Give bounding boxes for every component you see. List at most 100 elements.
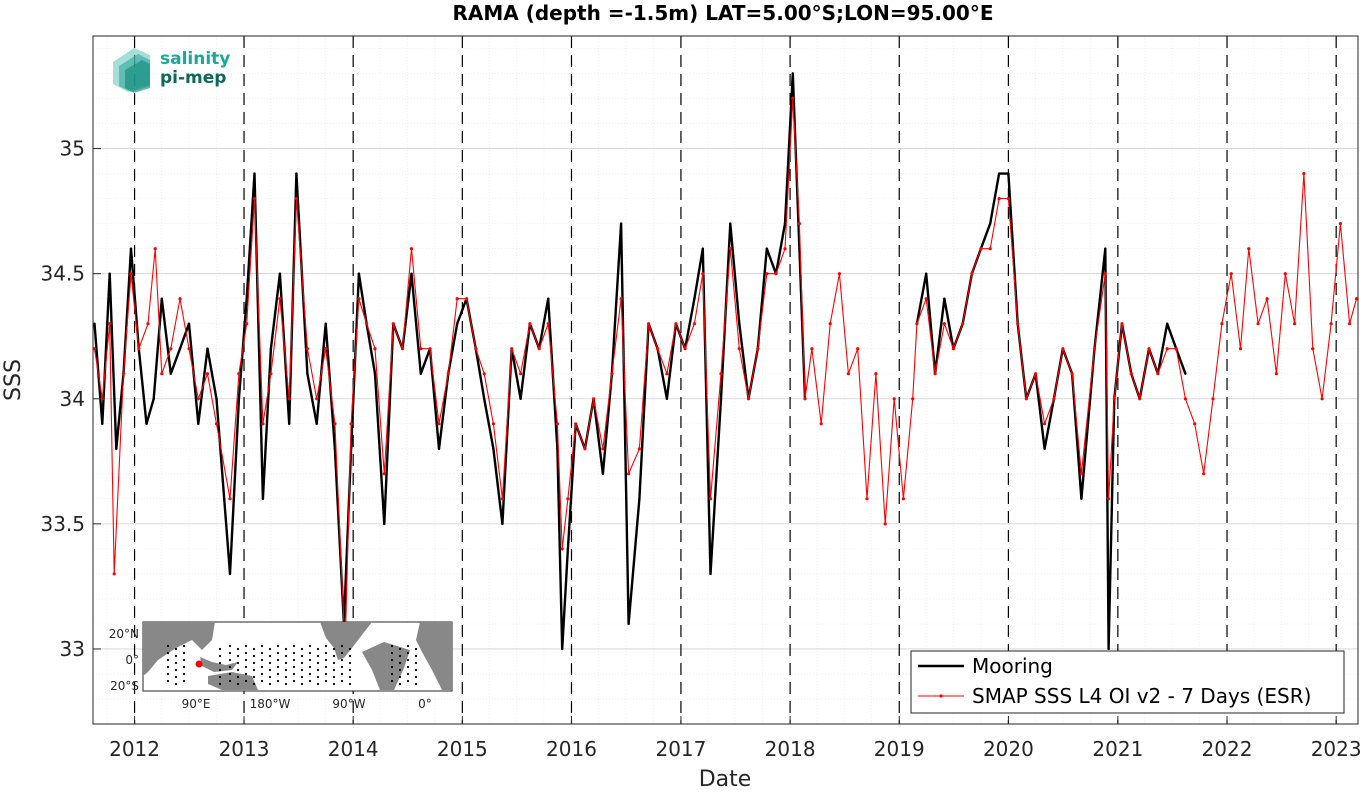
inset-mooring-dot xyxy=(398,654,402,658)
inset-mooring-dot xyxy=(166,679,170,683)
smap-point xyxy=(1129,372,1133,376)
smap-point xyxy=(315,397,319,401)
smap-point xyxy=(357,297,361,301)
inset-mooring-dot xyxy=(348,682,352,686)
mooring-point xyxy=(997,172,1001,175)
x-tick-label: 2016 xyxy=(546,737,597,761)
inset-mooring-dot xyxy=(276,651,280,655)
mooring-point xyxy=(601,472,605,475)
y-tick-label: 33 xyxy=(60,637,85,661)
mooring-point xyxy=(101,422,104,425)
inset-mooring-dot xyxy=(324,644,328,648)
mooring-point xyxy=(709,572,712,576)
inset-mooring-dot xyxy=(316,661,320,665)
smap-point xyxy=(129,272,133,276)
smap-point xyxy=(1103,272,1107,276)
smap-point xyxy=(865,497,869,501)
smap-point xyxy=(1311,347,1315,351)
inset-mooring-dot xyxy=(268,654,272,658)
mooring-point xyxy=(627,622,630,626)
mooring-point xyxy=(419,372,422,375)
smap-point xyxy=(583,447,587,451)
salinity-pimep-logo: salinity pi-mep xyxy=(113,48,230,93)
smap-point xyxy=(774,272,778,276)
mooring-point xyxy=(160,297,163,300)
smap-point xyxy=(108,322,112,326)
mooring-point xyxy=(373,372,377,375)
inset-mooring-dot xyxy=(324,658,328,662)
inset-mooring-dot xyxy=(398,682,402,686)
inset-mooring-dot xyxy=(252,668,256,672)
smap-point xyxy=(1283,272,1287,276)
inset-mooring-dot xyxy=(268,675,272,679)
inset-mooring-dot xyxy=(174,654,178,658)
inset-mooring-dot xyxy=(218,647,222,651)
x-tick-label: 2012 xyxy=(109,737,160,761)
smap-point xyxy=(1138,397,1142,401)
inset-mooring-dot xyxy=(166,665,170,669)
inset-mooring-dot xyxy=(406,665,410,669)
smap-point xyxy=(373,347,377,351)
smap-point xyxy=(245,322,249,326)
inset-lat-label-equator: 0° xyxy=(125,653,139,667)
inset-mooring-dot xyxy=(308,679,312,683)
smap-point xyxy=(464,297,469,301)
inset-mooring-dot xyxy=(182,651,186,655)
smap-point xyxy=(791,96,795,101)
smap-point xyxy=(474,347,478,351)
inset-mooring-dot xyxy=(236,661,240,665)
smap-point xyxy=(214,422,219,426)
inset-mooring-dot xyxy=(414,668,418,672)
mooring-point xyxy=(1107,647,1110,651)
smap-point xyxy=(121,372,126,376)
smap-point xyxy=(637,447,642,451)
mooring-point xyxy=(765,247,768,250)
inset-mooring-dot xyxy=(260,665,264,669)
inset-lon-label-90e: 90°E xyxy=(182,697,211,711)
x-axis-label: Date xyxy=(699,767,752,790)
inset-mooring-dot xyxy=(292,658,296,662)
inset-mooring-dot xyxy=(406,651,410,655)
smap-point xyxy=(728,247,732,251)
smap-point xyxy=(647,322,651,326)
inset-mooring-dot xyxy=(332,668,336,672)
smap-point xyxy=(500,497,504,501)
inset-mooring-dot xyxy=(166,651,170,655)
mooring-point xyxy=(1043,447,1046,450)
inset-mooring-dot xyxy=(268,647,272,651)
inset-mooring-dot xyxy=(174,647,178,651)
inset-mooring-dot xyxy=(300,661,304,665)
inset-mooring-dot xyxy=(166,672,170,676)
mooring-point xyxy=(129,247,133,250)
mooring-point xyxy=(108,272,111,275)
inset-mooring-dot xyxy=(316,675,320,679)
inset-mooring-dot xyxy=(324,672,328,676)
smap-point xyxy=(619,297,623,301)
inset-map: 20°N 0° 20°S 90°E 180°W 90°W 0° xyxy=(109,621,453,711)
smap-point xyxy=(205,372,210,376)
smap-point xyxy=(560,547,564,551)
inset-mooring-dot xyxy=(228,679,232,683)
smap-point xyxy=(1061,347,1065,351)
smap-point xyxy=(566,497,570,501)
mooring-point xyxy=(456,322,459,325)
smap-point xyxy=(391,322,395,326)
smap-point xyxy=(1156,372,1160,376)
inset-mooring-dot xyxy=(332,654,336,658)
legend-label-smap: SMAP SSS L4 OI v2 - 7 Days (ESR) xyxy=(972,684,1311,708)
mooring-point xyxy=(701,247,704,250)
year-boundary-lines xyxy=(133,36,1337,724)
plot-frame xyxy=(92,35,1359,725)
smap-point xyxy=(1354,297,1359,301)
mooring-point xyxy=(1166,322,1169,325)
inset-mooring-dot xyxy=(332,682,336,686)
legend: Mooring SMAP SSS L4 OI v2 - 7 Days (ESR) xyxy=(910,650,1345,714)
smap-point xyxy=(446,372,450,376)
inset-mooring-dot xyxy=(398,647,402,651)
mooring-point xyxy=(665,397,669,400)
smap-point xyxy=(746,397,751,401)
mooring-point xyxy=(492,447,495,450)
smap-point xyxy=(333,422,337,426)
inset-mooring-dot xyxy=(284,647,288,651)
